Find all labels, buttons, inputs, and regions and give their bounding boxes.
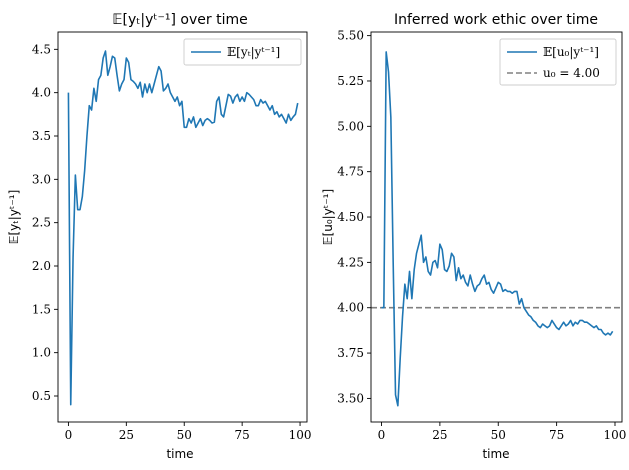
right-y-tick-label: 4.25 [337, 255, 364, 269]
right-chart-title: Inferred work ethic over time [394, 12, 598, 28]
left-legend: 𝔼[yₜ|yᵗ⁻¹] [183, 38, 302, 66]
left-y-tick-label: 1.5 [32, 302, 51, 316]
left-x-tick-label: 25 [119, 428, 134, 442]
right-legend: 𝔼[u₀|yᵗ⁻¹] u₀ = 4.00 [499, 38, 617, 86]
right-y-tick-label: 4.50 [337, 210, 364, 224]
left-y-axis-label: 𝔼[yₜ|yᵗ⁻¹] [7, 190, 21, 245]
right-y-tick-label: 5.25 [337, 74, 364, 88]
right-y-tick-label: 4.00 [337, 301, 364, 315]
left-chart-title: 𝔼[yₜ|yᵗ⁻¹] over time [112, 12, 247, 28]
right-ticks: 0 25 50 75 100 3.50 3.75 4.00 4.25 4.50 4.75 5.00 5.… [337, 29, 626, 442]
right-x-tick-label: 75 [549, 428, 564, 442]
left-legend-label: 𝔼[yₜ|yᵗ⁻¹] [227, 45, 280, 59]
left-x-axis-label: time [166, 447, 193, 461]
left-y-tick-label: 3.5 [32, 129, 51, 143]
left-chart: 𝔼[yₜ|yᵗ⁻¹] over time time 𝔼[yₜ|yᵗ⁻¹] 0 25… [7, 12, 312, 461]
left-plot-frame [57, 31, 308, 423]
right-y-tick-label: 3.75 [337, 346, 364, 360]
right-x-tick-label: 25 [432, 428, 447, 442]
right-y-tick-label: 4.75 [337, 165, 364, 179]
left-x-tick-label: 75 [235, 428, 250, 442]
left-series-line [67, 50, 299, 406]
left-y-tick-label: 1.0 [32, 346, 51, 360]
left-y-tick-label: 2.5 [32, 216, 51, 230]
left-y-tick-label: 3.0 [32, 172, 51, 186]
left-y-tick-label: 0.5 [32, 389, 51, 403]
right-y-tick-label: 5.50 [337, 29, 364, 43]
right-chart: Inferred work ethic over time time 𝔼[u₀|… [321, 12, 626, 461]
left-y-tick-label: 4.5 [32, 42, 51, 56]
left-x-tick-label: 0 [65, 428, 73, 442]
right-series-line [381, 51, 614, 407]
left-legend-box [183, 38, 302, 66]
left-x-tick-label: 50 [177, 428, 192, 442]
right-legend-label-0: 𝔼[u₀|yᵗ⁻¹] [543, 45, 599, 59]
right-x-axis-label: time [482, 447, 509, 461]
right-y-axis-label: 𝔼[u₀|yᵗ⁻¹] [321, 189, 335, 245]
right-y-tick-label: 3.50 [337, 391, 364, 405]
left-ticks: 0 25 50 75 100 0.5 1.0 1.5 2.0 2.5 3.0 3.5 4.0 4.5 [32, 42, 312, 442]
left-y-tick-label: 4.0 [32, 86, 51, 100]
right-x-tick-label: 50 [491, 428, 506, 442]
right-y-tick-label: 5.00 [337, 119, 364, 133]
right-x-tick-label: 100 [604, 428, 627, 442]
right-plot-frame [370, 31, 623, 423]
left-y-tick-label: 2.0 [32, 259, 51, 273]
right-x-tick-label: 0 [378, 428, 386, 442]
right-legend-label-1: u₀ = 4.00 [543, 66, 600, 80]
left-x-tick-label: 100 [289, 428, 312, 442]
